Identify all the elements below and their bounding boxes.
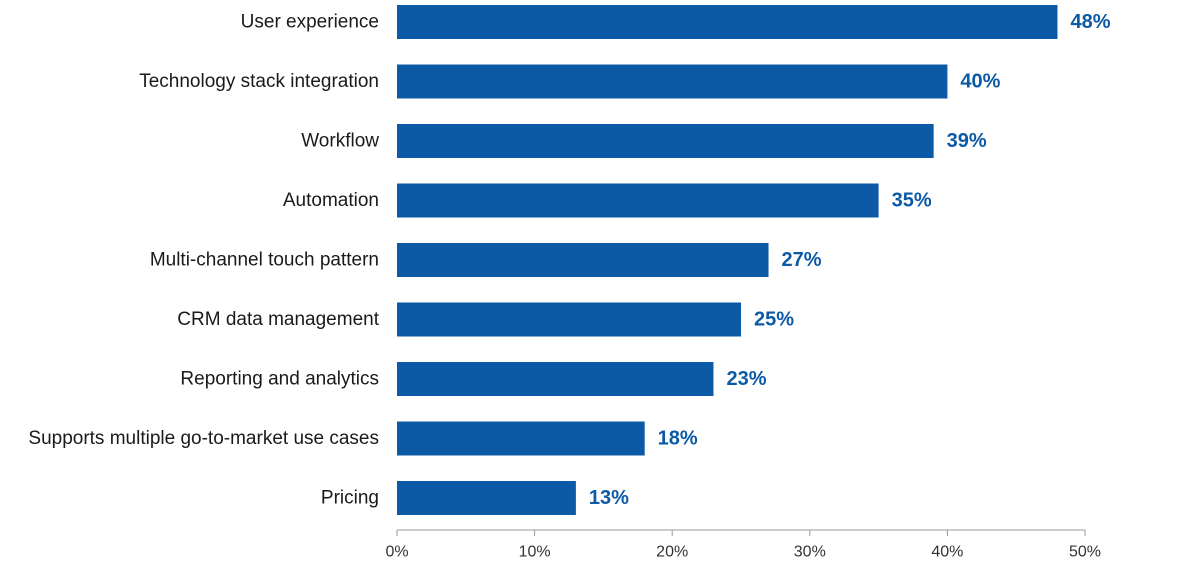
x-tick-label: 50% [1069,544,1101,561]
category-label: Reporting and analytics [180,369,379,390]
bar [397,5,1058,39]
value-label: 35% [892,190,932,212]
x-tick-label: 10% [519,544,551,561]
x-tick-label: 40% [931,544,963,561]
value-label: 23% [726,368,766,390]
bar [397,421,645,456]
value-label: 39% [947,130,987,152]
bar [397,243,769,277]
bar [397,124,934,158]
bars-group: User experience 48% Technology stack integ… [28,5,1111,515]
category-label: Workflow [301,131,379,152]
category-label: Automation [283,190,379,211]
value-label: 25% [754,309,794,331]
bar [397,183,879,218]
category-label: Pricing [321,488,379,509]
value-label: 13% [589,487,629,509]
category-label: Technology stack integration [139,71,379,92]
category-label: Multi-channel touch pattern [150,250,379,271]
x-tick-label: 30% [794,544,826,561]
bar [397,302,741,337]
x-tick-label: 20% [656,544,688,561]
category-label: Supports multiple go-to-market use cases [28,428,379,449]
bar [397,481,576,515]
bar [397,64,948,99]
category-label: CRM data management [177,309,379,330]
value-label: 48% [1070,11,1110,33]
x-tick-label: 0% [385,544,408,561]
category-label: User experience [241,12,379,33]
value-label: 27% [782,249,822,271]
bar [397,362,714,396]
value-label: 40% [960,71,1000,93]
x-axis: 0% 10% 20% 30% 40% 50% [385,529,1101,561]
value-label: 18% [658,428,698,450]
